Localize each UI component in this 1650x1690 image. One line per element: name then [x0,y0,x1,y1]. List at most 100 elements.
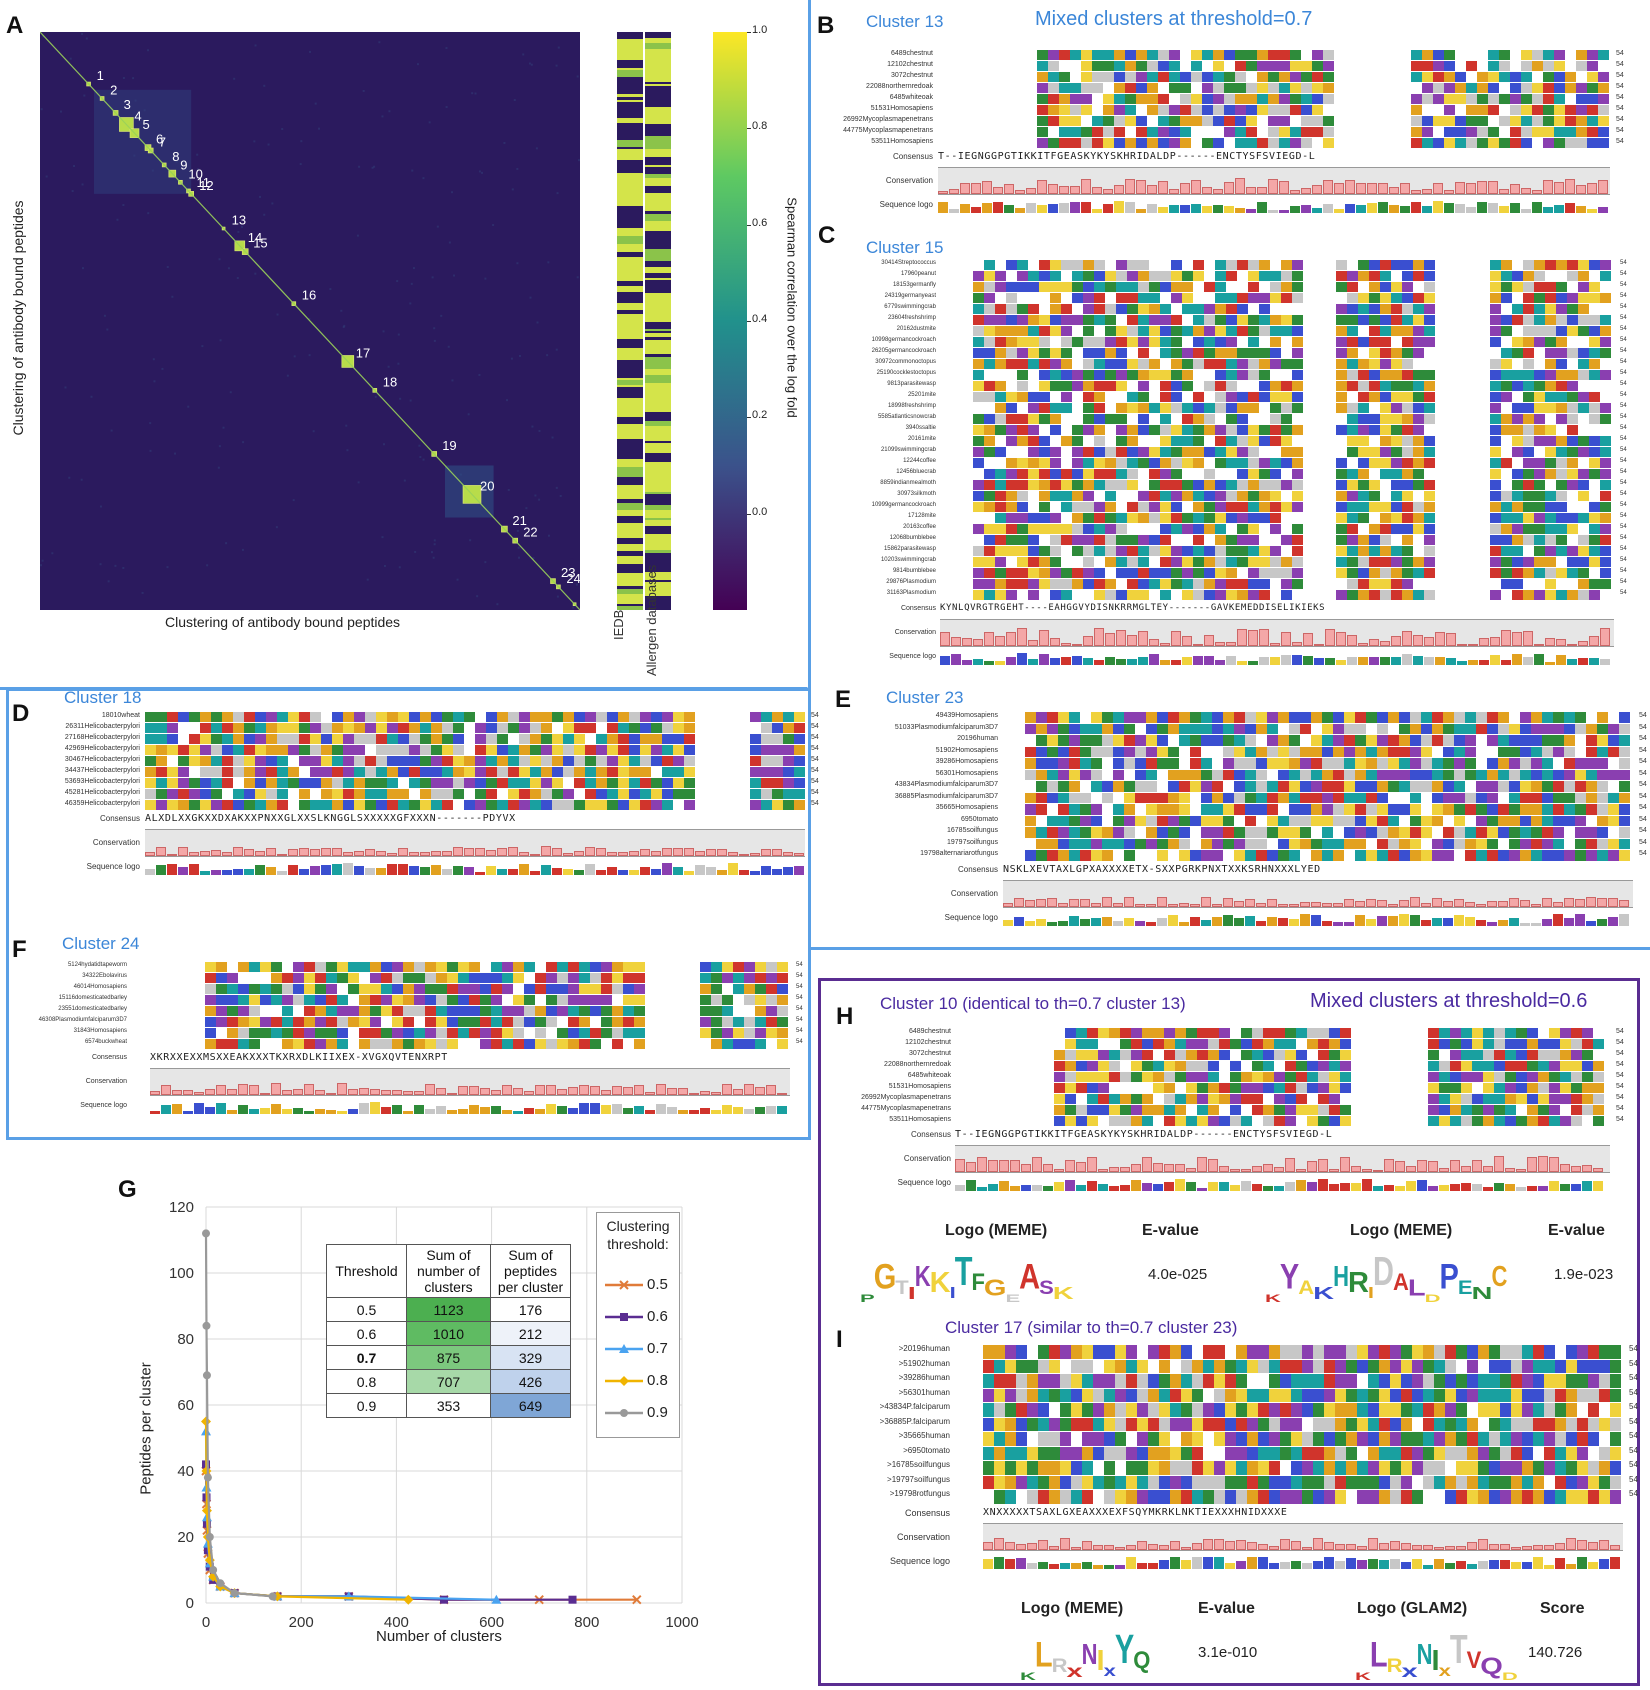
logo-glyph [766,1106,776,1114]
sequence-name: 29876Plasmodium [886,579,936,585]
sequence-length: 54 [1639,838,1647,846]
conservation-bar [1422,188,1432,194]
sequence-name: >43834P.falciparum [879,1402,950,1411]
conservation-bar [1270,642,1280,646]
conservation-bar [585,846,595,856]
logo-glyph [1368,1559,1378,1569]
conservation-bar [1290,189,1300,194]
conservation-bar [1069,898,1079,907]
sequence-logo-row-label: Sequence logo [944,912,998,922]
conservation-bar [475,847,485,856]
conservation-track [1003,879,1633,908]
logo-glyph [1039,653,1049,665]
sequence-name: >19797soilfungus [887,1474,950,1484]
conservation-bar [1578,640,1588,646]
sequence-row [940,315,1611,325]
conservation-bar [733,1088,743,1095]
logo-glyph [1032,1185,1042,1191]
conservation-bar [1356,182,1366,194]
data-point [209,1566,218,1574]
logo-glyph [1225,1563,1235,1569]
sequence-row [940,348,1611,358]
sequence-row [940,480,1611,490]
conservation-bar [403,1090,413,1095]
logo-glyph [1389,204,1399,213]
conservation-bar [458,1086,468,1095]
logo-glyph [1549,1181,1559,1191]
sequence-row [983,1475,1621,1489]
conservation-bar [1324,1542,1334,1550]
conservation-bar [1610,1544,1620,1550]
sequence-name: 30972commonoctopus [875,359,936,365]
sequence-row [1003,746,1630,757]
chart-ylabel: Peptides per cluster [137,1362,155,1495]
data-point [202,1371,211,1380]
heatmap-cluster-label: 19 [442,438,456,453]
logo-glyph [1115,1564,1125,1569]
consensus-sequence: NSKLXEVTAXLGPXAXXXXETX-SXXPGRKPNXTXXKSRH… [1003,863,1321,875]
logo-glyph [277,871,287,875]
sequence-length: 54 [1620,568,1627,574]
logo-glyph [233,868,243,875]
logo-glyph [1303,655,1313,665]
sequence-length: 54 [811,800,819,807]
x-tick-label: 1000 [665,1614,698,1631]
sequence-name: 53693Helicobacterpylori [64,778,140,785]
sequence-row [145,800,805,810]
logo-glyph [1076,1185,1086,1191]
motif-logo-header: Logo (MEME) [945,1222,1048,1239]
motif-logo: KLRxNIxTVQD [1355,1628,1518,1684]
logo-glyph [1478,1560,1488,1569]
conservation-bar [1399,899,1409,907]
sequence-logo-row-label: Sequence logo [879,200,933,209]
logo-glyph [524,1107,534,1114]
logo-glyph [1351,1183,1361,1191]
conservation-bar [700,1091,710,1095]
conservation-bar [1571,1165,1581,1172]
motif-logo: KYAKHRIDALDPENC [1265,1250,1507,1306]
conservation-bar [464,847,474,856]
logo-glyph [1523,656,1533,665]
conservation-bar [1490,637,1500,646]
logo-glyph [354,865,364,875]
sequence-length: 54 [1639,815,1647,823]
logo-glyph [332,863,342,875]
conservation-bar [1520,900,1530,907]
sequence-name: 21099swimmingcrab [880,447,936,453]
series-line-0.6 [204,1464,573,1601]
chart-legend: Clustering threshold: 0.5 0.6 0.7 0.8 0.9 [596,1212,680,1438]
sequence-name: 6485whiteoak [889,94,933,101]
logo-glyph [1413,656,1423,665]
logo-glyph [1455,204,1465,213]
logo-glyph [1047,921,1057,926]
conservation-bar [266,847,276,856]
logo-glyph [1560,1183,1570,1191]
sequence-row [955,1061,1604,1071]
conservation-bar [1093,1544,1103,1550]
panel-letter-f: F [12,936,27,963]
conservation-bar [1135,903,1145,907]
sequence-name: 39286Homosapiens [935,758,998,765]
sequence-length: 54 [796,1006,803,1012]
conservation-bar [1181,1546,1191,1550]
panel-letter-i: I [836,1326,843,1353]
conservation-bar [337,1083,347,1095]
logo-glyph [1424,656,1434,665]
logo-glyph [1520,922,1530,926]
conservation-bar [1300,902,1310,907]
y-tick-label: 60 [177,1397,194,1414]
conservation-bar [1147,185,1157,194]
logo-glyph [618,869,628,875]
logo-glyph [1191,204,1201,213]
conservation-bar [1439,1168,1449,1172]
logo-glyph [1509,918,1519,926]
logo-glyph [995,661,1005,665]
conservation-bar [1263,1163,1273,1172]
conservation-bar [971,183,981,194]
logo-glyph [1388,915,1398,926]
panel-b-header: Mixed clusters at threshold=0.7 [1035,8,1313,30]
motif-evalue-header: Score [1540,1600,1585,1617]
logo-glyph [1109,1185,1119,1191]
logo-glyph [299,869,309,875]
sequence-row [983,1388,1621,1402]
